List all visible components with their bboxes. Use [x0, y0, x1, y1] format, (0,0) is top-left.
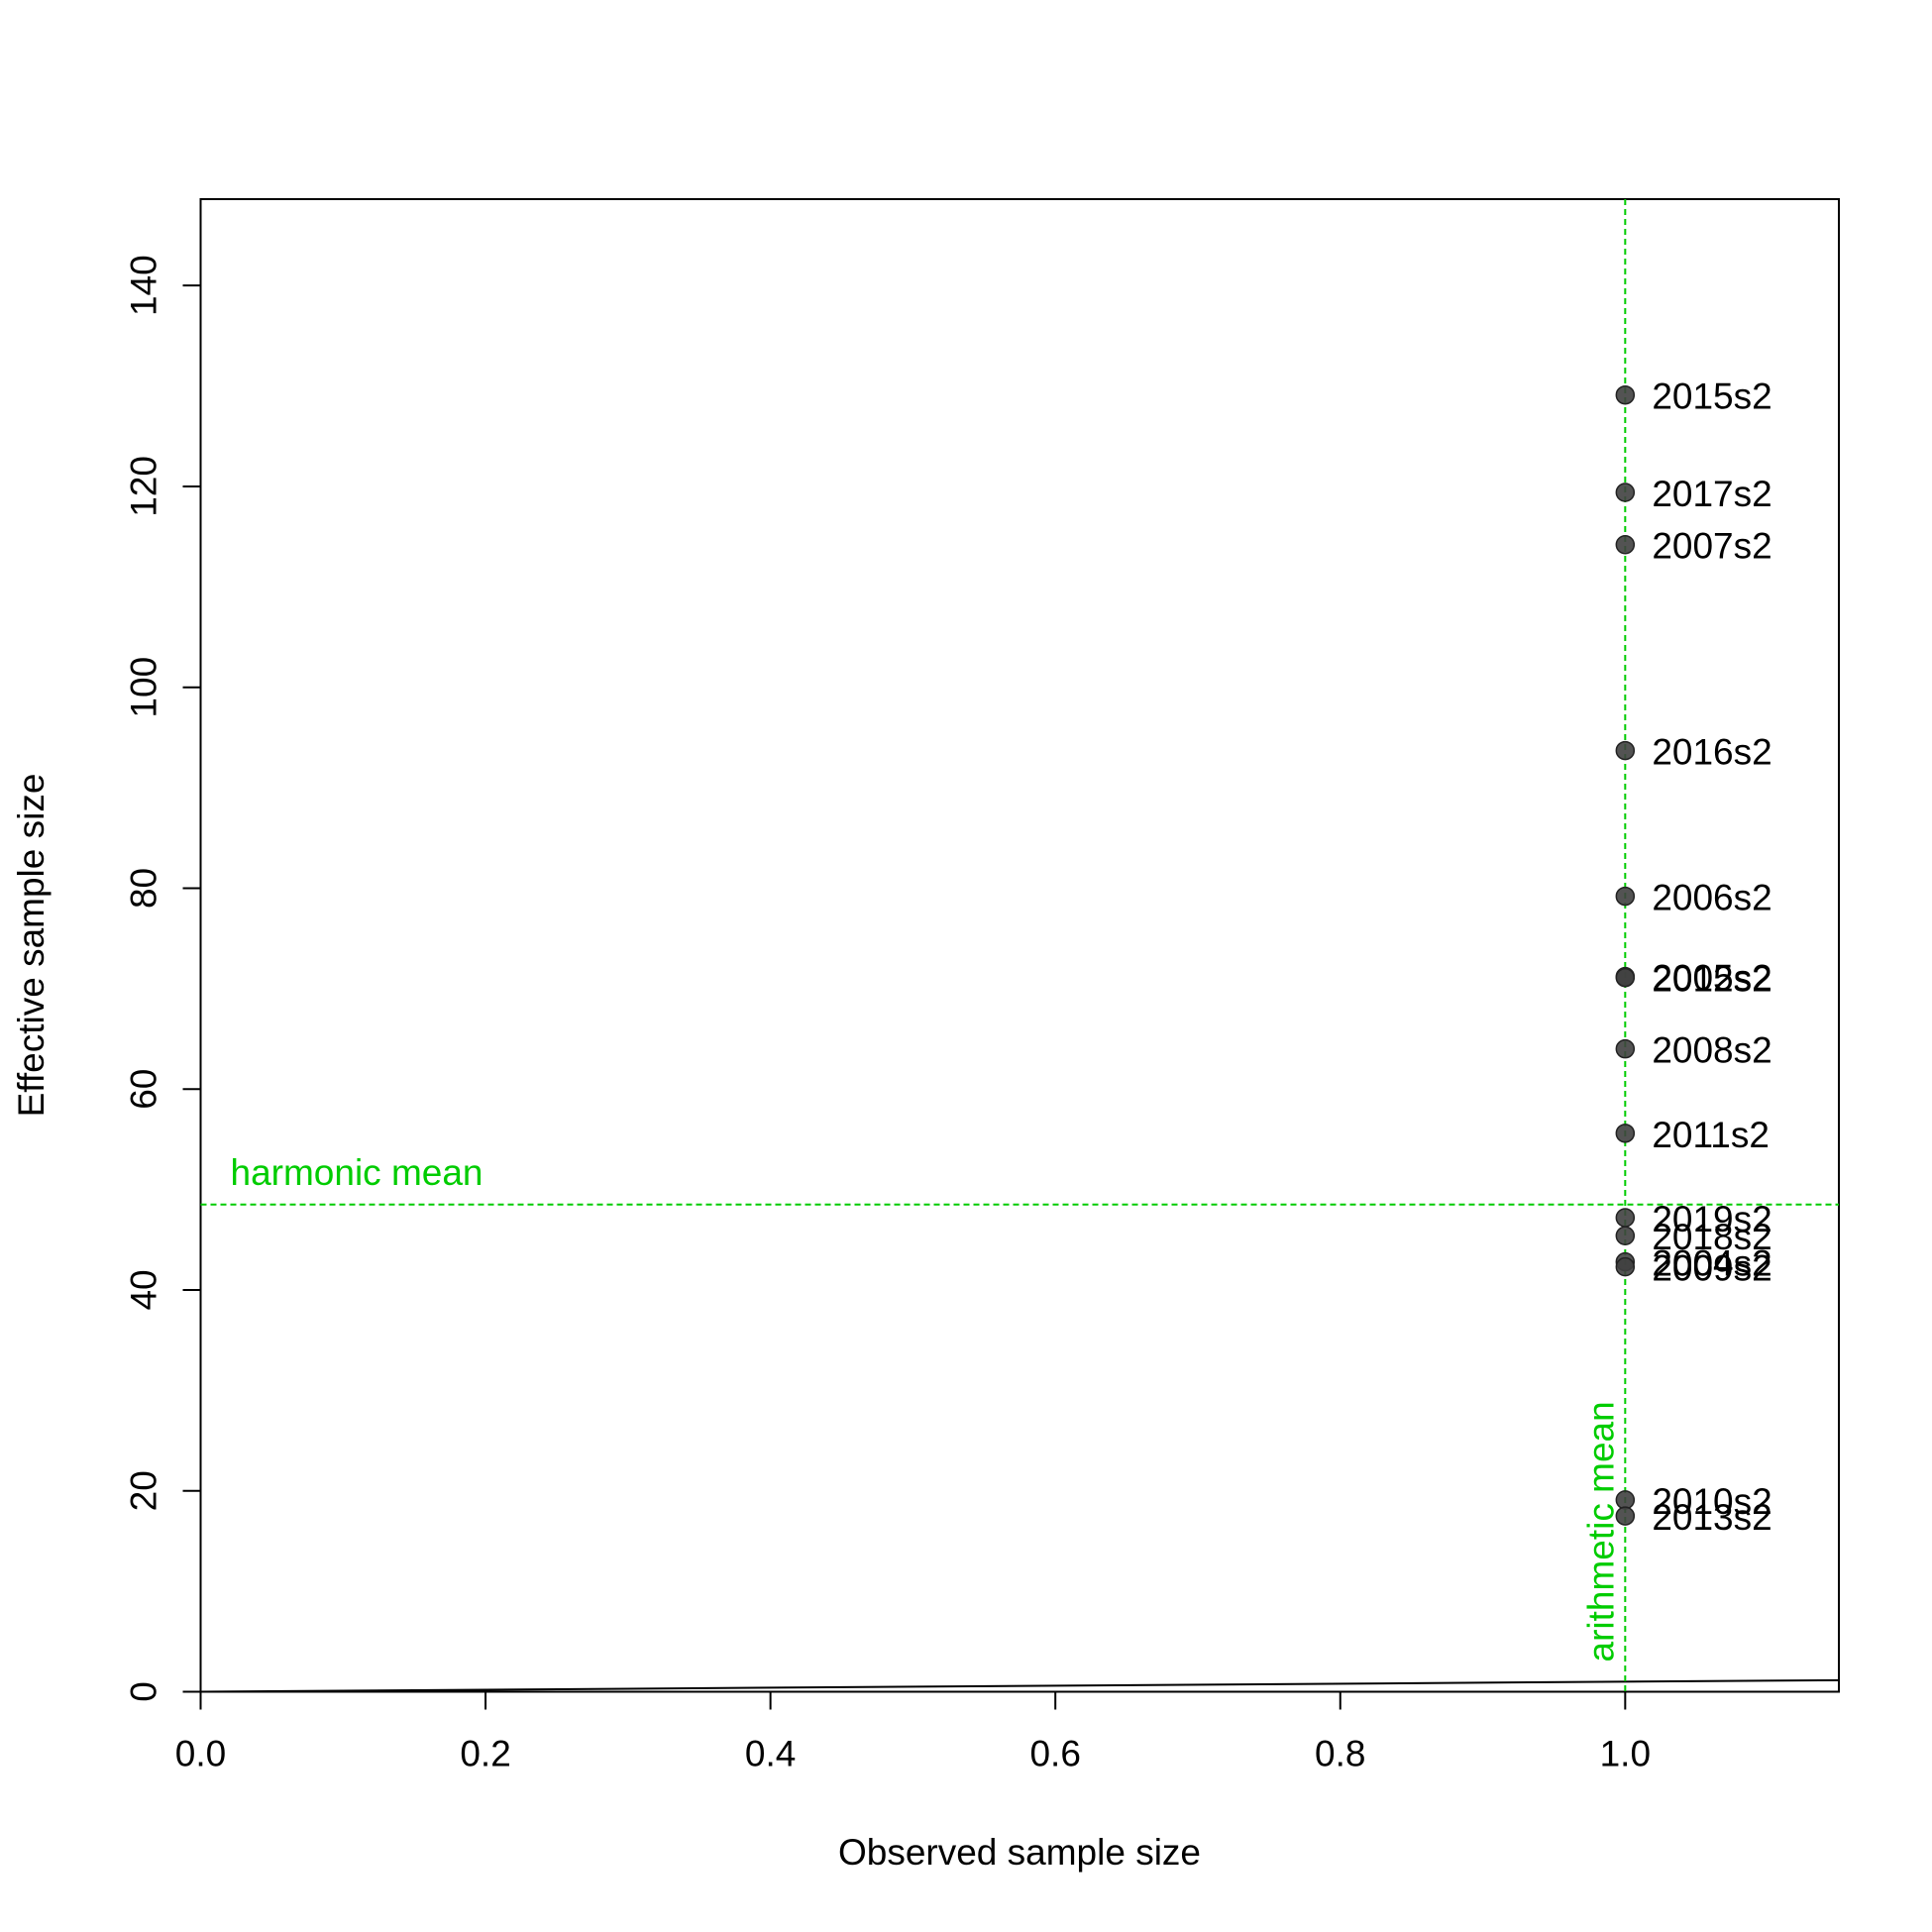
- point: [1615, 534, 1636, 555]
- point-label: 2011s2: [1652, 1115, 1770, 1155]
- y-tick-label: 120: [124, 456, 164, 517]
- point-label: 2006s2: [1652, 878, 1771, 918]
- point-label: 2019s2: [1652, 1199, 1771, 1239]
- point-label: 2013s2: [1652, 1497, 1771, 1538]
- point-label: 2004s2: [1652, 1243, 1771, 1284]
- y-tick-label: 40: [124, 1269, 164, 1310]
- x-axis-label: Observed sample size: [838, 1832, 1201, 1873]
- point: [1615, 1038, 1636, 1059]
- y-tick-label: 140: [124, 255, 164, 316]
- identity-line: [200, 1678, 1840, 1693]
- arithmetic-mean-label: arithmetic mean: [1580, 1401, 1621, 1662]
- x-tick-label: 1.0: [1600, 1734, 1651, 1774]
- point-label: 2012s2: [1652, 959, 1771, 1000]
- point-label: 2008s2: [1652, 1030, 1771, 1071]
- point-label: 2005s2: [1652, 958, 1771, 999]
- x-tick-label: 0.0: [175, 1734, 226, 1774]
- point: [1615, 1124, 1636, 1143]
- y-tick-label: 80: [124, 868, 164, 909]
- point-label: 2017s2: [1652, 474, 1771, 514]
- x-tick-label: 0.2: [460, 1734, 510, 1774]
- point: [1615, 740, 1636, 761]
- point-label: 2016s2: [1652, 732, 1771, 773]
- x-tick-label: 0.4: [745, 1734, 796, 1774]
- harmonic-mean-label: harmonic mean: [231, 1152, 483, 1193]
- point: [1615, 1208, 1636, 1228]
- point-label: 2010s2: [1652, 1481, 1771, 1522]
- point-label: 2007s2: [1652, 526, 1771, 567]
- y-axis-label: Effective sample size: [11, 774, 52, 1118]
- x-tick-label: 0.6: [1029, 1734, 1080, 1774]
- point: [1615, 1226, 1636, 1245]
- point: [1615, 384, 1636, 405]
- point: [1615, 1506, 1636, 1526]
- point: [1615, 886, 1636, 907]
- point: [1615, 1256, 1636, 1277]
- y-tick-label: 20: [124, 1470, 164, 1511]
- point: [1615, 967, 1636, 988]
- plot-frame: [199, 198, 1840, 1693]
- y-tick-label: 60: [124, 1069, 164, 1110]
- point-label: 2009s2: [1652, 1248, 1771, 1289]
- point-label: 2018s2: [1652, 1217, 1771, 1257]
- point: [1615, 1490, 1636, 1510]
- x-tick-label: 0.8: [1315, 1734, 1365, 1774]
- point: [1615, 483, 1636, 502]
- y-tick-label: 0: [124, 1681, 164, 1702]
- y-tick-label: 100: [124, 657, 164, 718]
- point-label: 2015s2: [1652, 376, 1771, 417]
